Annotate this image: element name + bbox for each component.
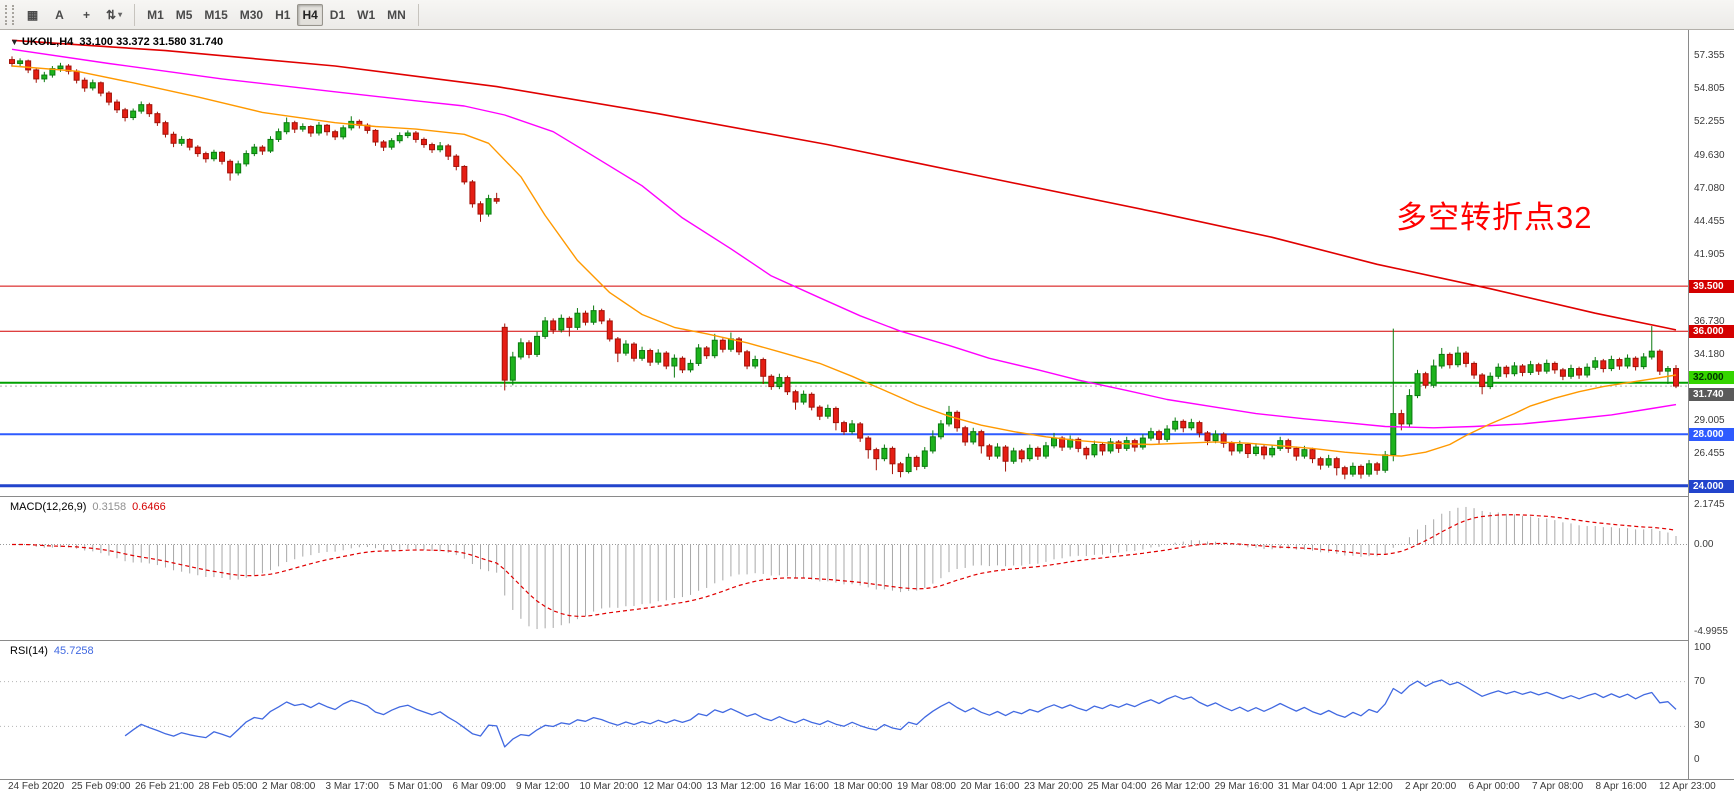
- rsi-axis-label: 30: [1694, 720, 1706, 732]
- timeframe-button-d1[interactable]: D1: [325, 4, 350, 26]
- macd-axis-label: -4.9955: [1694, 626, 1728, 637]
- rsi-axis-label: 100: [1694, 642, 1711, 653]
- time-axis-label: 12 Mar 04:00: [643, 781, 702, 792]
- time-axis-label: 26 Feb 21:00: [135, 781, 194, 792]
- time-axis-label: 23 Mar 20:00: [1024, 781, 1083, 792]
- timeframe-button-h4[interactable]: H4: [297, 3, 323, 26]
- arrows-dropdown-icon: ⇅: [106, 7, 117, 22]
- time-axis-label: 6 Mar 09:00: [452, 781, 506, 792]
- timeframe-button-m15[interactable]: M15: [199, 4, 232, 26]
- timeframe-button-m1[interactable]: M1: [142, 4, 169, 26]
- time-axis-label: 12 Apr 23:00: [1659, 781, 1716, 792]
- rsi-label: RSI(14): [10, 645, 48, 657]
- time-axis-label: 24 Feb 2020: [8, 781, 65, 792]
- crosshair-tool-icon: +: [82, 7, 90, 22]
- time-scale[interactable]: 24 Feb 2020 25 Feb 09:00 26 Feb 21:00 28 Fe…: [0, 780, 1716, 796]
- rsi-axis-label: 70: [1694, 675, 1706, 687]
- price-axis-label: 52.255: [1694, 115, 1725, 127]
- time-axis-label: 2 Mar 08:00: [262, 781, 316, 792]
- price-axis-label: 57.355: [1694, 50, 1725, 62]
- rsi-panel[interactable]: [0, 640, 1688, 778]
- time-axis-label: 26 Mar 12:00: [1151, 781, 1210, 792]
- arrows-dropdown-button[interactable]: ⇅ ▾: [101, 4, 127, 26]
- ohlc-quote-label: 33.100 33.372 31.580 31.740: [79, 36, 224, 48]
- candlestick-chart[interactable]: [0, 30, 1688, 496]
- toolbar: ▦ A + ⇅ ▾ M1 M5 M15 M30 H1 H4 D1 W1 MN: [0, 0, 1734, 30]
- chevron-down-icon: ▾: [118, 10, 123, 19]
- symbol-timeframe-label: UKOIL,H4: [21, 36, 74, 48]
- text-tool-icon: A: [55, 7, 64, 22]
- price-level-badge: 24.000: [1689, 479, 1734, 493]
- time-axis-label: 31 Mar 04:00: [1278, 781, 1337, 792]
- price-axis-label: 54.805: [1694, 83, 1725, 95]
- time-axis-label: 8 Apr 16:00: [1595, 781, 1647, 792]
- macd-axis-label: 2.1745: [1694, 499, 1725, 510]
- price-scale[interactable]: 57.355 54.805 52.255 49.630 47.080 44.455 41.9…: [1688, 30, 1734, 779]
- time-axis-label: 13 Mar 12:00: [706, 781, 766, 792]
- timeframe-button-w1[interactable]: W1: [352, 4, 380, 26]
- current-price-badge: 31.740: [1689, 388, 1734, 402]
- price-axis-label: 49.630: [1694, 149, 1725, 161]
- price-axis-label: 36.730: [1694, 315, 1725, 327]
- price-level-badge: 36.000: [1689, 325, 1734, 339]
- time-axis-label: 19 Mar 08:00: [897, 781, 956, 792]
- rsi-header: RSI(14) 45.7258: [10, 645, 94, 657]
- crosshair-tool-button[interactable]: +: [74, 4, 99, 26]
- macd-label: MACD(12,26,9): [10, 501, 87, 513]
- macd-signal-value: 0.6466: [132, 501, 166, 513]
- chart-symbol-header: ▼ UKOIL,H4 33.100 33.372 31.580 31.740: [10, 36, 223, 48]
- time-axis-label: 20 Mar 16:00: [960, 781, 1020, 792]
- price-axis-label: 34.180: [1694, 348, 1725, 360]
- time-axis-label: 2 Apr 20:00: [1405, 781, 1457, 792]
- time-axis-label: 25 Mar 04:00: [1087, 781, 1147, 792]
- timeframe-button-h1[interactable]: H1: [270, 4, 295, 26]
- price-level-badge: 39.500: [1689, 280, 1734, 294]
- macd-axis-label: 0.00: [1694, 538, 1714, 550]
- time-axis-label: 29 Mar 16:00: [1214, 781, 1274, 792]
- time-axis-label: 9 Mar 12:00: [516, 781, 570, 792]
- price-axis-label: 47.080: [1694, 182, 1725, 194]
- time-axis-label: 6 Apr 00:00: [1468, 781, 1520, 792]
- macd-header: MACD(12,26,9) 0.3158 0.6466: [10, 501, 166, 513]
- time-axis-label: 28 Feb 05:00: [198, 781, 258, 792]
- macd-panel[interactable]: [0, 496, 1688, 640]
- time-axis-label: 18 Mar 00:00: [833, 781, 893, 792]
- time-axis-label: 16 Mar 16:00: [770, 781, 829, 792]
- timeframe-button-m5[interactable]: M5: [171, 4, 198, 26]
- time-axis-label: 1 Apr 12:00: [1341, 781, 1393, 792]
- chart-annotation: 多空转折点32: [1396, 200, 1593, 235]
- rsi-axis-label: 0: [1694, 754, 1700, 765]
- toolbar-grip[interactable]: [5, 4, 14, 25]
- price-level-badge: 32.000: [1689, 370, 1734, 384]
- collapse-arrow-icon[interactable]: ▼: [10, 37, 19, 47]
- price-axis-label: 26.455: [1694, 448, 1725, 460]
- toolbar-separator: [417, 3, 419, 26]
- price-level-badge: 28.000: [1689, 428, 1734, 442]
- time-axis-label: 10 Mar 20:00: [579, 781, 639, 792]
- timeframe-button-mn[interactable]: MN: [382, 4, 411, 26]
- rsi-value: 45.7258: [53, 645, 94, 657]
- price-axis-label: 41.905: [1694, 249, 1725, 261]
- time-axis-label: 3 Mar 17:00: [325, 781, 379, 792]
- panel-separator: [0, 779, 1734, 780]
- panel-separator[interactable]: [0, 640, 1734, 641]
- timeframe-button-m30[interactable]: M30: [235, 4, 268, 26]
- cursor-tool-button[interactable]: ▦: [20, 4, 45, 26]
- cursor-tool-icon: ▦: [26, 7, 39, 22]
- panel-separator[interactable]: [0, 496, 1734, 497]
- toolbar-separator: [134, 3, 136, 26]
- price-axis-label: 29.005: [1694, 415, 1725, 427]
- price-axis-label: 44.455: [1694, 216, 1725, 228]
- text-tool-button[interactable]: A: [47, 4, 72, 26]
- time-axis-label: 7 Apr 08:00: [1532, 781, 1584, 792]
- macd-main-value: 0.3158: [92, 501, 127, 513]
- time-axis-label: 5 Mar 01:00: [389, 781, 443, 792]
- time-axis-label: 25 Feb 09:00: [71, 781, 131, 792]
